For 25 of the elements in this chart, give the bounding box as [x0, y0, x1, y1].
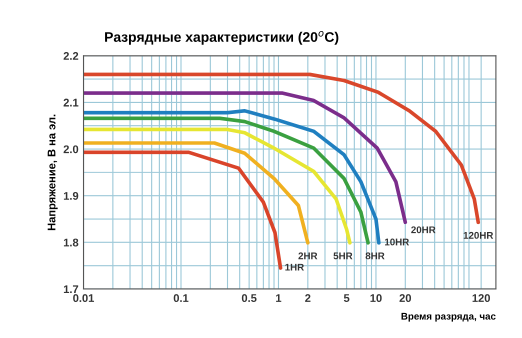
- x-tick-label: 1: [276, 294, 282, 302]
- y-tick-label: 2.0: [64, 145, 78, 154]
- x-tick-label: 5: [344, 294, 350, 302]
- x-axis-title: Время разряда, час: [402, 312, 496, 322]
- series-label: 2HR: [298, 252, 318, 260]
- y-tick-label: 2.1: [64, 98, 78, 106]
- y-tick-label: 1.7: [64, 285, 78, 294]
- y-axis-title: Напряжение, В на эл.: [48, 114, 58, 230]
- series-label: 5HR: [334, 252, 352, 260]
- x-tick-label: 10: [370, 294, 382, 302]
- x-tick-label: 0.1: [174, 294, 188, 302]
- series-label: 1HR: [285, 264, 304, 271]
- y-tick-label: 2.2: [64, 52, 78, 60]
- y-tick-label: 1.8: [64, 238, 78, 246]
- x-tick-label: 20: [400, 294, 412, 302]
- series-label: 10HR: [384, 238, 410, 246]
- chart-title: Разрядные характеристики (20$^{o}$C): [105, 31, 338, 45]
- series-label: 8HR: [366, 252, 385, 260]
- x-tick-label: 120: [472, 294, 490, 302]
- y-tick-label: 1.9: [64, 192, 78, 200]
- x-tick-label: 0.01: [73, 294, 94, 302]
- x-tick-label: 0.5: [242, 294, 257, 302]
- x-tick-label: 2: [305, 294, 310, 302]
- series-label: 120HR: [464, 232, 494, 239]
- series-label: 20HR: [411, 226, 436, 234]
